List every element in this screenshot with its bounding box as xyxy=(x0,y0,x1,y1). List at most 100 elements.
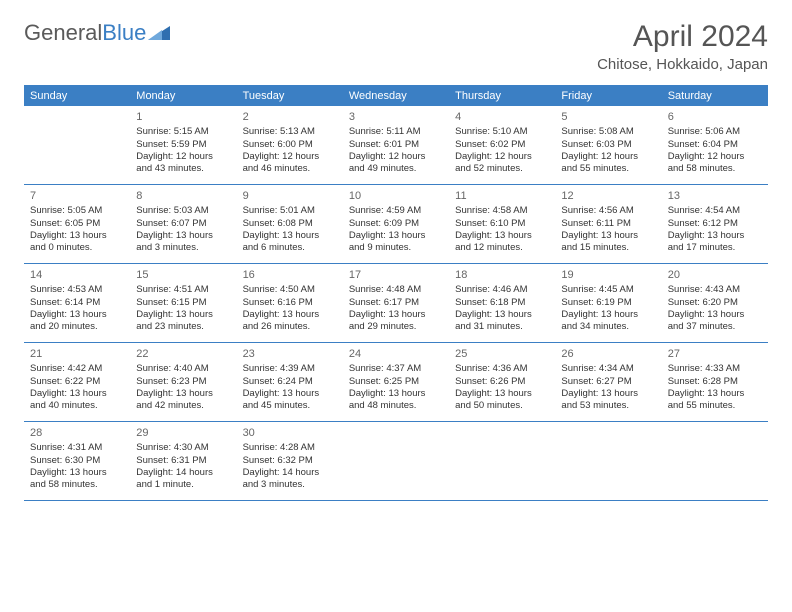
sunset-text: Sunset: 6:14 PM xyxy=(30,297,124,309)
daylight-text: Daylight: 12 hours and 49 minutes. xyxy=(349,151,443,176)
day-number: 5 xyxy=(561,110,655,124)
daylight-text: Daylight: 12 hours and 46 minutes. xyxy=(243,151,337,176)
day-cell: 2Sunrise: 5:13 AMSunset: 6:00 PMDaylight… xyxy=(237,106,343,184)
sunrise-text: Sunrise: 5:11 AM xyxy=(349,126,443,138)
daylight-text: Daylight: 13 hours and 45 minutes. xyxy=(243,388,337,413)
day-number: 16 xyxy=(243,268,337,282)
weekday-fri: Friday xyxy=(555,86,661,106)
day-cell: 12Sunrise: 4:56 AMSunset: 6:11 PMDayligh… xyxy=(555,185,661,263)
day-number: 1 xyxy=(136,110,230,124)
day-cell: 7Sunrise: 5:05 AMSunset: 6:05 PMDaylight… xyxy=(24,185,130,263)
sunset-text: Sunset: 6:03 PM xyxy=(561,139,655,151)
sunrise-text: Sunrise: 4:34 AM xyxy=(561,363,655,375)
day-number: 18 xyxy=(455,268,549,282)
sunrise-text: Sunrise: 4:42 AM xyxy=(30,363,124,375)
sunset-text: Sunset: 6:23 PM xyxy=(136,376,230,388)
sunrise-text: Sunrise: 4:43 AM xyxy=(668,284,762,296)
day-number: 28 xyxy=(30,426,124,440)
day-number: 9 xyxy=(243,189,337,203)
day-cell: 8Sunrise: 5:03 AMSunset: 6:07 PMDaylight… xyxy=(130,185,236,263)
sunset-text: Sunset: 6:22 PM xyxy=(30,376,124,388)
week-row: 21Sunrise: 4:42 AMSunset: 6:22 PMDayligh… xyxy=(24,343,768,422)
sunset-text: Sunset: 6:32 PM xyxy=(243,455,337,467)
sunset-text: Sunset: 6:05 PM xyxy=(30,218,124,230)
day-number: 23 xyxy=(243,347,337,361)
sunset-text: Sunset: 6:08 PM xyxy=(243,218,337,230)
day-cell: 13Sunrise: 4:54 AMSunset: 6:12 PMDayligh… xyxy=(662,185,768,263)
day-number: 19 xyxy=(561,268,655,282)
daylight-text: Daylight: 13 hours and 34 minutes. xyxy=(561,309,655,334)
logo: GeneralBlue xyxy=(24,20,170,46)
day-number: 8 xyxy=(136,189,230,203)
sunset-text: Sunset: 6:24 PM xyxy=(243,376,337,388)
day-cell: 28Sunrise: 4:31 AMSunset: 6:30 PMDayligh… xyxy=(24,422,130,500)
sunrise-text: Sunrise: 5:15 AM xyxy=(136,126,230,138)
day-number: 22 xyxy=(136,347,230,361)
sunset-text: Sunset: 6:16 PM xyxy=(243,297,337,309)
sunrise-text: Sunrise: 4:37 AM xyxy=(349,363,443,375)
day-number: 21 xyxy=(30,347,124,361)
day-cell: 21 Sunrise: 4:42 AMSunset: 6:22 PMDayligh… xyxy=(24,343,130,421)
daylight-text: Daylight: 13 hours and 50 minutes. xyxy=(455,388,549,413)
week-row: 1Sunrise: 5:15 AMSunset: 5:59 PMDaylight… xyxy=(24,106,768,185)
sunset-text: Sunset: 6:25 PM xyxy=(349,376,443,388)
sunrise-text: Sunrise: 4:40 AM xyxy=(136,363,230,375)
day-cell: 25Sunrise: 4:36 AMSunset: 6:26 PMDayligh… xyxy=(449,343,555,421)
daylight-text: Daylight: 12 hours and 55 minutes. xyxy=(561,151,655,176)
day-cell xyxy=(449,422,555,500)
sunrise-text: Sunrise: 4:51 AM xyxy=(136,284,230,296)
day-cell: 10Sunrise: 4:59 AMSunset: 6:09 PMDayligh… xyxy=(343,185,449,263)
sunrise-text: Sunrise: 4:59 AM xyxy=(349,205,443,217)
sunrise-text: Sunrise: 4:50 AM xyxy=(243,284,337,296)
sunrise-text: Sunrise: 5:05 AM xyxy=(30,205,124,217)
day-cell: 14Sunrise: 4:53 AMSunset: 6:14 PMDayligh… xyxy=(24,264,130,342)
sunrise-text: Sunrise: 4:56 AM xyxy=(561,205,655,217)
daylight-text: Daylight: 13 hours and 42 minutes. xyxy=(136,388,230,413)
calendar-grid: Sunday Monday Tuesday Wednesday Thursday… xyxy=(24,85,768,501)
sunrise-text: Sunrise: 4:54 AM xyxy=(668,205,762,217)
day-cell: 16Sunrise: 4:50 AMSunset: 6:16 PMDayligh… xyxy=(237,264,343,342)
day-cell: 26Sunrise: 4:34 AMSunset: 6:27 PMDayligh… xyxy=(555,343,661,421)
day-cell: 6Sunrise: 5:06 AMSunset: 6:04 PMDaylight… xyxy=(662,106,768,184)
sunset-text: Sunset: 6:26 PM xyxy=(455,376,549,388)
week-row: 7Sunrise: 5:05 AMSunset: 6:05 PMDaylight… xyxy=(24,185,768,264)
sunset-text: Sunset: 6:11 PM xyxy=(561,218,655,230)
day-number: 20 xyxy=(668,268,762,282)
daylight-text: Daylight: 14 hours and 1 minute. xyxy=(136,467,230,492)
day-number: 4 xyxy=(455,110,549,124)
sunset-text: Sunset: 6:01 PM xyxy=(349,139,443,151)
day-cell: 1Sunrise: 5:15 AMSunset: 5:59 PMDaylight… xyxy=(130,106,236,184)
sunrise-text: Sunrise: 4:31 AM xyxy=(30,442,124,454)
title-block: April 2024 Chitose, Hokkaido, Japan xyxy=(597,20,768,73)
sunrise-text: Sunrise: 5:06 AM xyxy=(668,126,762,138)
sunrise-text: Sunrise: 4:58 AM xyxy=(455,205,549,217)
sunset-text: Sunset: 6:31 PM xyxy=(136,455,230,467)
sunset-text: Sunset: 6:07 PM xyxy=(136,218,230,230)
sunrise-text: Sunrise: 4:33 AM xyxy=(668,363,762,375)
day-cell xyxy=(343,422,449,500)
sunrise-text: Sunrise: 5:03 AM xyxy=(136,205,230,217)
month-title: April 2024 xyxy=(597,20,768,54)
weekday-header-row: Sunday Monday Tuesday Wednesday Thursday… xyxy=(24,86,768,106)
sunset-text: Sunset: 6:15 PM xyxy=(136,297,230,309)
day-cell: 17Sunrise: 4:48 AMSunset: 6:17 PMDayligh… xyxy=(343,264,449,342)
day-cell: 24Sunrise: 4:37 AMSunset: 6:25 PMDayligh… xyxy=(343,343,449,421)
daylight-text: Daylight: 13 hours and 53 minutes. xyxy=(561,388,655,413)
sunrise-text: Sunrise: 4:48 AM xyxy=(349,284,443,296)
day-number: 15 xyxy=(136,268,230,282)
day-cell xyxy=(662,422,768,500)
weekday-sun: Sunday xyxy=(24,86,130,106)
daylight-text: Daylight: 13 hours and 17 minutes. xyxy=(668,230,762,255)
day-cell: 18Sunrise: 4:46 AMSunset: 6:18 PMDayligh… xyxy=(449,264,555,342)
daylight-text: Daylight: 13 hours and 31 minutes. xyxy=(455,309,549,334)
daylight-text: Daylight: 13 hours and 6 minutes. xyxy=(243,230,337,255)
day-cell xyxy=(24,106,130,184)
daylight-text: Daylight: 12 hours and 58 minutes. xyxy=(668,151,762,176)
daylight-text: Daylight: 13 hours and 40 minutes. xyxy=(30,388,124,413)
sunrise-text: Sunrise: 4:28 AM xyxy=(243,442,337,454)
day-cell: 22 Sunrise: 4:40 AMSunset: 6:23 PMDayligh… xyxy=(130,343,236,421)
daylight-text: Daylight: 13 hours and 48 minutes. xyxy=(349,388,443,413)
daylight-text: Daylight: 12 hours and 43 minutes. xyxy=(136,151,230,176)
sunset-text: Sunset: 6:02 PM xyxy=(455,139,549,151)
daylight-text: Daylight: 13 hours and 29 minutes. xyxy=(349,309,443,334)
